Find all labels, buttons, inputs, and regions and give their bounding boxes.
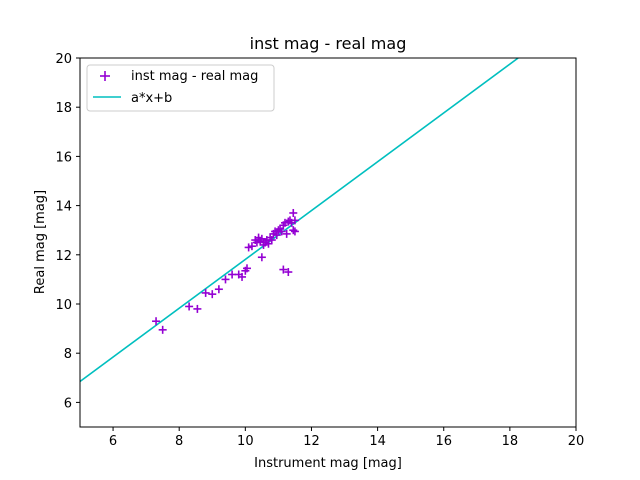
x-tick-label: 6 bbox=[109, 434, 117, 449]
scatter-point bbox=[238, 272, 247, 281]
x-tick-label: 16 bbox=[435, 434, 452, 449]
y-tick-label: 20 bbox=[55, 52, 72, 67]
legend-label-scatter: inst mag - real mag bbox=[131, 69, 258, 84]
chart-title: inst mag - real mag bbox=[250, 34, 407, 53]
scatter-point bbox=[201, 288, 210, 297]
scatter-point bbox=[208, 290, 217, 299]
scatter-point bbox=[289, 226, 298, 235]
y-tick-label: 8 bbox=[64, 347, 72, 362]
x-tick-label: 12 bbox=[303, 434, 320, 449]
legend-marker-scatter bbox=[100, 71, 110, 81]
y-tick-label: 16 bbox=[55, 150, 72, 165]
scatter-point bbox=[158, 325, 167, 334]
y-tick-label: 14 bbox=[55, 200, 72, 215]
scatter-layer bbox=[152, 208, 299, 334]
scatter-point bbox=[277, 227, 286, 236]
x-tick-label: 10 bbox=[237, 434, 254, 449]
scatter-point bbox=[272, 231, 281, 240]
fit-line-layer bbox=[80, 58, 519, 383]
scatter-point bbox=[152, 317, 161, 326]
legend-label-line: a*x+b bbox=[131, 91, 172, 106]
scatter-point bbox=[214, 285, 223, 294]
y-axis-label: Real mag [mag] bbox=[33, 190, 48, 294]
scatter-point bbox=[267, 236, 276, 245]
scatter-point bbox=[290, 216, 299, 225]
scatter-point bbox=[279, 265, 288, 274]
legend: inst mag - real mag a*x+b bbox=[86, 64, 275, 112]
y-axis-ticks: 6 8 10 12 14 16 18 20 bbox=[55, 52, 80, 411]
legend-box bbox=[86, 64, 275, 112]
x-axis-ticks: 6 8 10 12 14 16 18 20 bbox=[109, 427, 584, 449]
scatter-point bbox=[193, 304, 202, 313]
axes-frame bbox=[79, 57, 577, 428]
y-tick-label: 12 bbox=[55, 249, 72, 264]
y-tick-label: 10 bbox=[55, 298, 72, 313]
x-tick-label: 20 bbox=[568, 434, 585, 449]
scatter-point bbox=[290, 227, 299, 236]
x-tick-label: 14 bbox=[369, 434, 386, 449]
scatter-point bbox=[257, 253, 266, 262]
plot-area bbox=[80, 58, 519, 383]
x-tick-label: 8 bbox=[175, 434, 183, 449]
scatter-point bbox=[282, 229, 291, 238]
scatter-point bbox=[242, 264, 251, 273]
scatter-point bbox=[185, 302, 194, 311]
x-tick-label: 18 bbox=[502, 434, 519, 449]
scatter-point bbox=[289, 208, 298, 217]
scatter-point bbox=[221, 275, 230, 284]
fit-line bbox=[80, 58, 519, 383]
x-axis-label: Instrument mag [mag] bbox=[254, 456, 402, 471]
y-tick-label: 18 bbox=[55, 101, 72, 116]
scatter-point bbox=[247, 242, 256, 251]
y-tick-label: 6 bbox=[64, 396, 72, 411]
scatter-point bbox=[284, 268, 293, 277]
